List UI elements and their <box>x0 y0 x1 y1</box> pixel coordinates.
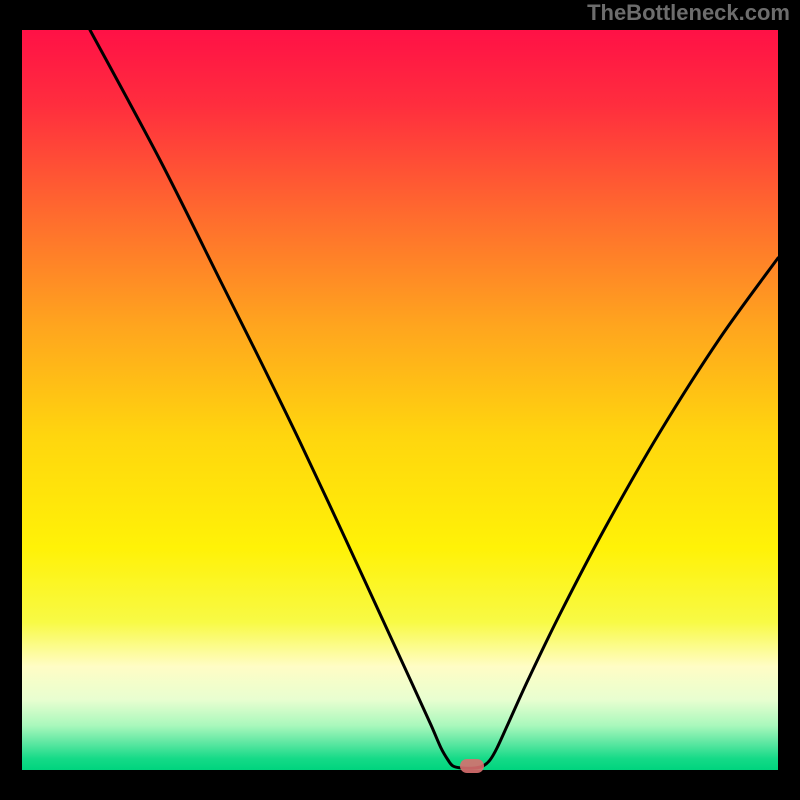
watermark-text: TheBottleneck.com <box>587 0 790 26</box>
optimal-point-marker <box>460 759 484 773</box>
